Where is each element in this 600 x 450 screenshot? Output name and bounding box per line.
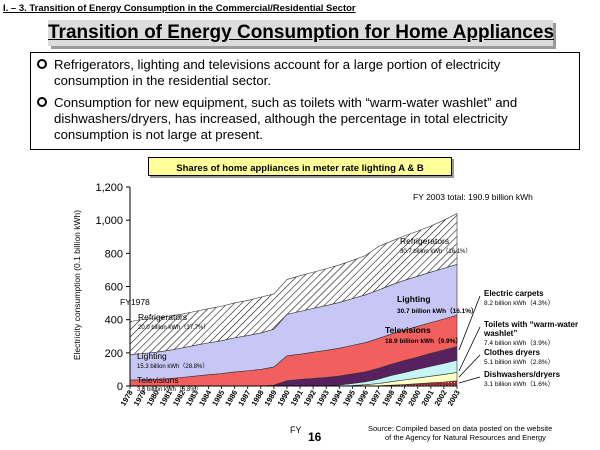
y-tick-label: 800 — [105, 248, 123, 260]
x-tick-label: 1999 — [393, 389, 409, 408]
source-note-line: Source: Compiled based on data posted on… — [368, 424, 553, 433]
annotation-value: 15.3 billion kWh（28.8%） — [137, 363, 208, 370]
page-number: 16 — [308, 430, 322, 444]
annotation-label: Refrigerators — [400, 236, 449, 246]
annotation-value: 30.7 billion kWh（16.1%） — [397, 307, 478, 315]
section-label: I. – 3. Transition of Energy Consumption… — [3, 3, 356, 14]
callout-label: Dishwashers/dryers — [484, 370, 561, 379]
x-tick-label: 1988 — [249, 389, 265, 408]
annotation-label: Televisions — [385, 325, 431, 335]
x-tick-label: 1997 — [367, 389, 383, 408]
x-tick-label: 2002 — [433, 389, 449, 408]
bullet-list: Refrigerators, lighting and televisions … — [30, 52, 580, 150]
annotation-value: 30.7 billion kWh（16.1%） — [400, 248, 471, 255]
callout-line — [458, 376, 481, 384]
x-tick-label: 1998 — [380, 389, 396, 408]
x-tick-label: 2001 — [419, 389, 435, 408]
x-tick-label: 2003 — [446, 389, 462, 408]
annotation-label: Refrigerators — [138, 312, 187, 322]
callout-label: Clothes dryers — [484, 348, 541, 357]
callout-label: Toilets with “warm-water — [484, 320, 578, 329]
x-tick-label: 1991 — [289, 389, 305, 408]
annotation-label: Televisions — [137, 375, 179, 385]
x-tick-label: 1985 — [210, 389, 226, 408]
callout-value: 7.4 billion kWh（3.9%） — [484, 339, 554, 347]
page-title: Transition of Energy Consumption for Hom… — [48, 22, 555, 43]
annotation-total: FY 2003 total: 190.9 billion kWh — [413, 192, 533, 202]
x-tick-label: 1986 — [223, 389, 239, 408]
bullet-item: Refrigerators, lighting and televisions … — [37, 57, 564, 89]
callout-value: 3.1 billion kWh（1.6%） — [484, 380, 554, 388]
callout-value: 8.2 billion kWh（4.3%） — [484, 299, 554, 307]
bullet-marker-icon — [37, 59, 47, 69]
x-tick-label: 1990 — [276, 389, 292, 408]
callout-line — [458, 295, 481, 351]
annotation-value: 18.9 billion kWh（9.9%） — [385, 337, 462, 345]
y-tick-label: 200 — [105, 348, 123, 360]
bullet-item: Consumption for new equipment, such as t… — [37, 95, 564, 143]
source-note-line: of the Agency for Natural Resources and … — [385, 433, 546, 442]
callout-value: 5.1 billion kWh（2.8%） — [484, 358, 554, 366]
bullet-marker-icon — [37, 97, 47, 107]
annotation-value: 3.6 billion kWh（6.8%） — [137, 386, 202, 393]
annotation-label: Lighting — [397, 294, 431, 304]
x-tick-label: 1987 — [236, 389, 252, 408]
bullet-text: Consumption for new equipment, such as t… — [54, 95, 518, 142]
annotation-fy1978: FY1978 — [120, 297, 150, 307]
callout-line — [458, 326, 481, 372]
callout-label: washlet” — [483, 329, 517, 338]
annotation-label: Lighting — [137, 351, 167, 361]
y-tick-label: 0 — [117, 381, 123, 393]
chart-title: Shares of home appliances in meter rate … — [176, 163, 424, 174]
callout-line — [458, 354, 481, 378]
y-tick-label: 600 — [105, 282, 123, 294]
title-bar: Transition of Energy Consumption for Hom… — [48, 20, 555, 46]
x-axis-label: FY — [290, 425, 302, 435]
y-tick-label: 400 — [105, 315, 123, 327]
bullet-text: Refrigerators, lighting and televisions … — [54, 57, 501, 88]
source-note: Source: Compiled based on data posted on… — [368, 424, 552, 442]
y-axis-label: Electricity consumption (0.1 billion kWh… — [72, 210, 82, 360]
x-tick-label: 1989 — [262, 389, 278, 408]
annotation-value: 20.0 billion kWh（37.7%） — [138, 324, 209, 331]
x-tick-label: 1995 — [341, 389, 357, 408]
y-tick-label: 1,000 — [95, 215, 123, 227]
x-tick-label: 1996 — [354, 389, 370, 408]
x-tick-label: 1993 — [315, 389, 331, 408]
area-refrigerators — [129, 213, 458, 355]
chart-title-box: Shares of home appliances in meter rate … — [148, 157, 452, 176]
x-tick-label: 1992 — [302, 389, 318, 408]
x-tick-label: 2000 — [406, 389, 422, 408]
callout-label: Electric carpets — [484, 289, 544, 298]
y-tick-label: 1,200 — [95, 182, 123, 194]
